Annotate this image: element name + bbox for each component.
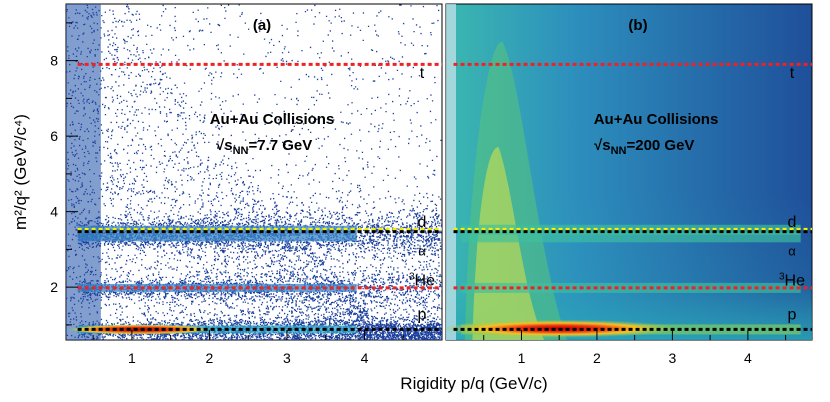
x-tick-label: 1 xyxy=(128,350,136,366)
species-label-d: d xyxy=(418,214,427,231)
panel-a: (a) Au+Au Collisions √sNN=7.7 GeV t dα 3He… xyxy=(65,3,443,341)
panel-a-cut-lines xyxy=(77,62,442,331)
x-tick-label: 2 xyxy=(593,350,601,366)
y-axis-title: m²/q² (GeV²/c⁴) xyxy=(11,114,30,230)
panel-a-label: (a) xyxy=(253,17,271,34)
svg-text:√sNN=7.7 GeV: √sNN=7.7 GeV xyxy=(216,137,312,157)
x-tick-label: 3 xyxy=(283,350,291,366)
panel-a-title: Au+Au Collisions xyxy=(210,111,335,128)
species-label-p: p xyxy=(788,307,797,324)
y-tick-label: 4 xyxy=(50,204,58,220)
panel-a-band-1 xyxy=(77,225,357,234)
axes: 2 4 6 8 1 2 3 4 1 2 3 4 xyxy=(50,22,787,366)
panel-b-band-2 xyxy=(461,232,801,243)
x-tick-label: 3 xyxy=(668,350,676,366)
panel-b-left-stripe xyxy=(446,4,456,340)
x-tick-label: 1 xyxy=(518,350,526,366)
y-tick-label: 2 xyxy=(50,279,58,295)
panel-b-cut-lines xyxy=(453,62,812,331)
panel-a-band-3 xyxy=(77,283,357,292)
species-label-α: α xyxy=(418,243,426,258)
panel-b-proton-peak xyxy=(446,319,680,338)
species-label-p: p xyxy=(418,307,427,324)
species-label-He: 3He xyxy=(409,272,435,290)
panel-a-proton-peak xyxy=(66,324,215,335)
svg-text:√sNN=200 GeV: √sNN=200 GeV xyxy=(594,137,694,157)
x-tick-label: 4 xyxy=(744,350,752,366)
y-tick-label: 8 xyxy=(50,53,58,69)
panel-a-density xyxy=(66,4,442,340)
species-label-α: α xyxy=(788,243,796,258)
panel-b-energy: √sNN=200 GeV xyxy=(594,137,694,157)
species-label-d: d xyxy=(788,214,797,231)
panel-b-title: Au+Au Collisions xyxy=(594,111,719,128)
panel-b-label: (b) xyxy=(628,17,647,34)
x-axis-title: Rigidity p/q (GeV/c) xyxy=(400,374,547,393)
species-label-He: 3He xyxy=(779,272,805,290)
y-tick-label: 6 xyxy=(50,128,58,144)
panel-a-band-2 xyxy=(77,233,357,242)
panel-a-band-0 xyxy=(77,325,357,334)
panel-a-energy: √sNN=7.7 GeV xyxy=(216,137,312,157)
species-label-t: t xyxy=(420,65,425,82)
x-tick-label: 2 xyxy=(206,350,214,366)
panel-a-scatter-points xyxy=(66,4,442,340)
panel-b: (b) Au+Au Collisions √sNN=200 GeV t dα 3He… xyxy=(445,3,813,341)
species-label-t: t xyxy=(790,65,795,82)
x-tick-label: 4 xyxy=(361,350,369,366)
